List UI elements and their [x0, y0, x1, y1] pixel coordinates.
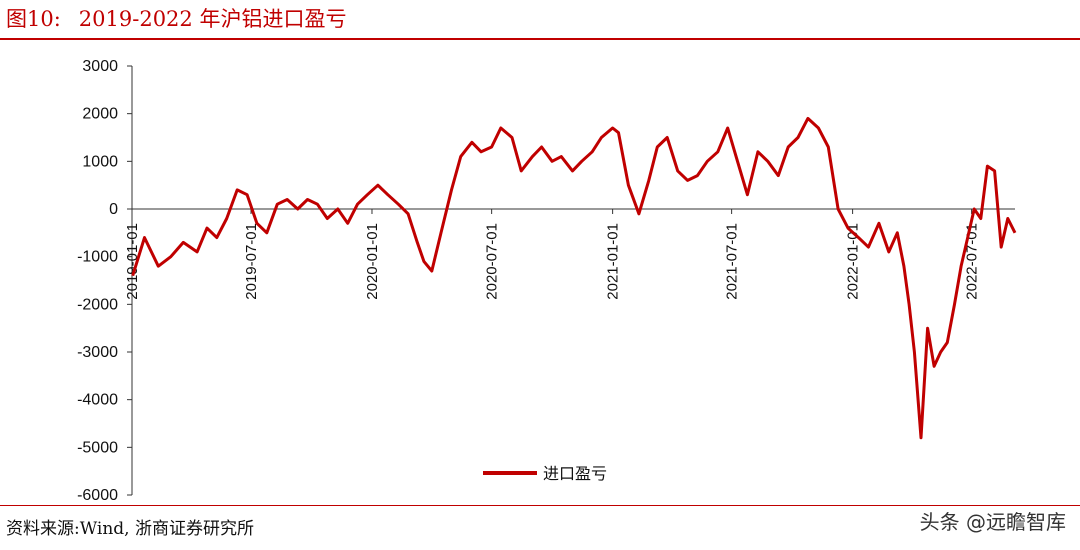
y-tick-label: 3000 — [82, 58, 118, 75]
source-rule — [0, 505, 1080, 506]
x-tick-label: 2019-07-01 — [243, 223, 260, 300]
y-tick-label: 1000 — [82, 153, 118, 170]
figure-title-text: 2019-2022 年沪铝进口盈亏 — [78, 7, 347, 31]
x-tick-label: 2020-07-01 — [484, 223, 501, 300]
x-tick-label: 2022-07-01 — [964, 223, 981, 300]
y-tick-label: -2000 — [77, 296, 118, 313]
legend-label: 进口盈亏 — [543, 464, 607, 483]
figure-number: 图10: — [6, 7, 61, 31]
x-tick-label: 2021-01-01 — [605, 223, 622, 300]
figure-title: 图10: 2019-2022 年沪铝进口盈亏 — [6, 4, 346, 34]
series-line-import-profit-loss — [131, 116, 1017, 440]
x-tick-label: 2019-01-01 — [124, 223, 141, 300]
y-tick-label: -4000 — [77, 392, 118, 409]
y-tick-label: -3000 — [77, 344, 118, 361]
title-rule — [0, 38, 1080, 40]
y-tick-label: -1000 — [77, 249, 118, 266]
y-tick-label: 0 — [109, 201, 118, 218]
x-tick-label: 2020-01-01 — [364, 223, 381, 300]
y-tick-label: -6000 — [77, 487, 118, 504]
x-tick-label: 2022-01-01 — [845, 223, 862, 300]
watermark: 头条 @远瞻智库 — [919, 510, 1066, 534]
x-tick-label: 2021-07-01 — [724, 223, 741, 300]
y-tick-label: 2000 — [82, 106, 118, 123]
line-chart: 3000 2000 1000 0 -1000 -2000 -3000 -4000 -5000 -6… — [77, 58, 1017, 504]
y-tick-label: -5000 — [77, 439, 118, 456]
source-note: 资料来源:Wind, 浙商证券研究所 — [6, 519, 254, 539]
